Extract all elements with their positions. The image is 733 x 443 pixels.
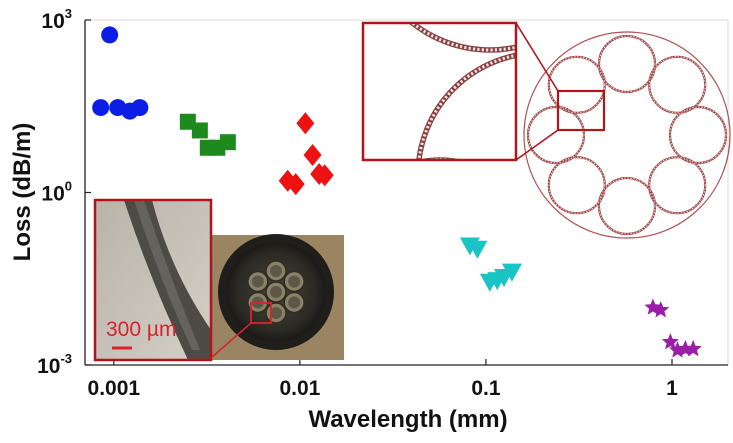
diagram-connector-bottom: [515, 129, 559, 161]
fiber-diagram-inset: [361, 21, 731, 239]
y-tick-base: 10: [37, 355, 60, 378]
data-point-diamond: [303, 143, 322, 166]
data-point-diamond: [296, 112, 315, 135]
cable-zoom-box: [250, 302, 272, 324]
photo-inset: 300 µm: [93, 198, 344, 362]
micrograph-frame: [93, 198, 213, 362]
y-tick-exponent: 3: [65, 6, 72, 21]
x-tick-label: 1: [666, 377, 678, 400]
cable-core-inner: [288, 296, 301, 309]
x-tick-label: 0.1: [471, 377, 501, 400]
x-axis-label: Wavelength (mm): [308, 406, 507, 433]
y-tick-label: 103: [41, 6, 72, 33]
cable-core-inner: [270, 286, 282, 298]
cable-core-inner: [270, 307, 282, 319]
x-tick-label: 0.001: [88, 377, 141, 400]
y-axis-label: Loss (dB/m): [9, 123, 36, 262]
data-point-triangle-down: [467, 240, 488, 259]
data-point-diamond: [286, 173, 305, 196]
data-point-star: [684, 340, 702, 357]
diagram-zoom-panel: [361, 21, 518, 162]
zoomed-ring-walls: [409, 24, 515, 159]
capillary-ring-dots: [598, 35, 656, 93]
cable-core-inner: [288, 275, 301, 288]
data-point-square: [191, 122, 208, 139]
capillary-ring-dots: [598, 177, 656, 235]
x-tick-label: 0.01: [279, 377, 320, 400]
y-tick-exponent: 0: [65, 179, 72, 194]
data-point-circle: [101, 26, 119, 44]
scale-bar-label: 300 µm: [106, 318, 176, 341]
capillary-ring-dots: [548, 56, 606, 114]
capillary-ring-dots: [548, 156, 606, 214]
data-point-triangle-down: [501, 263, 522, 282]
y-tick-base: 10: [41, 183, 64, 206]
data-point-circle: [92, 99, 110, 117]
data-point-star: [661, 333, 679, 350]
fiber-outer-cladding: [523, 31, 731, 239]
y-tick-base: 10: [41, 10, 64, 33]
y-tick-exponent: -3: [60, 351, 72, 366]
data-point-circle: [131, 99, 149, 117]
data-point-diamond: [315, 164, 334, 187]
data-marks: [92, 26, 702, 358]
data-point-square: [219, 134, 236, 151]
y-tick-label: 100: [41, 179, 72, 206]
data-point-star: [644, 298, 662, 315]
capillary-ring-dots: [648, 156, 706, 214]
diagram-connector-top: [515, 22, 559, 92]
cable-core-inner: [270, 265, 282, 277]
diagram-zoom-box: [556, 89, 606, 132]
data-point-star: [652, 301, 670, 318]
fiber-capillary-rings: [526, 34, 728, 236]
cable-core-inner: [251, 275, 264, 288]
zoom-connector-line: [210, 322, 252, 359]
y-tick-label: 10-3: [37, 351, 72, 378]
capillary-ring-dots: [648, 56, 706, 114]
capillary-ring-dots: [527, 106, 585, 164]
cable-cores: [247, 260, 305, 324]
capillary-ring-dots: [669, 106, 727, 164]
